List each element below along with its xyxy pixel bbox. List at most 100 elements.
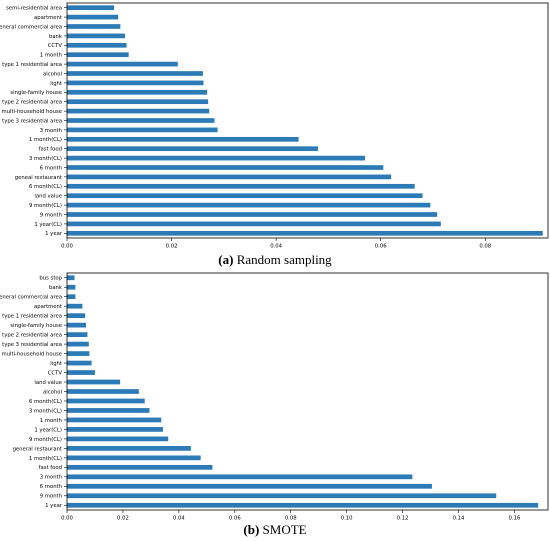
y-tick-label: bus stop xyxy=(39,276,62,282)
bar xyxy=(67,483,432,489)
y-tick-label: 1 month(CL) xyxy=(29,456,62,462)
y-tick-label: type 2 residential area xyxy=(2,333,62,339)
y-tick-label: apartment xyxy=(34,15,62,21)
bar xyxy=(67,351,90,356)
bar xyxy=(67,42,127,48)
y-tick-label: alcohol xyxy=(43,389,62,395)
y-tick-label: alcohol xyxy=(43,71,62,77)
y-tick-label: fast food xyxy=(39,147,62,153)
y-tick-label: 9 month xyxy=(40,494,62,500)
y-tick-label: 9 month(CL) xyxy=(29,203,62,209)
x-tick-label: 0.00 xyxy=(61,244,73,250)
bar xyxy=(67,417,162,423)
bar xyxy=(67,230,543,236)
bar xyxy=(67,5,115,11)
y-tick-label: single-family house xyxy=(10,323,62,329)
y-tick-label: single-family house xyxy=(10,90,62,96)
caption-smote: (b) SMOTE xyxy=(243,522,306,537)
bar xyxy=(67,99,209,105)
y-tick-label: CCTV xyxy=(48,370,63,376)
x-tick-label: 0.16 xyxy=(509,516,521,522)
y-tick-label: multi-household house xyxy=(1,109,62,115)
y-tick-label: 1 month xyxy=(40,53,62,59)
y-tick-label: land value xyxy=(34,380,62,386)
bar xyxy=(67,455,201,461)
bar xyxy=(67,303,83,309)
bar xyxy=(67,61,178,67)
bar xyxy=(67,89,208,95)
bar xyxy=(67,446,191,451)
bar xyxy=(67,284,76,290)
y-tick-label: semi-residential area xyxy=(6,6,62,12)
bar xyxy=(67,174,392,180)
y-tick-label: type 2 residential area xyxy=(2,100,62,106)
bar xyxy=(67,493,497,499)
y-tick-label: 6 month(CL) xyxy=(29,184,62,190)
x-tick-label: 0.14 xyxy=(453,516,465,522)
bar xyxy=(67,212,438,217)
plot-frame xyxy=(66,2,549,239)
y-tick-label: fast food xyxy=(39,465,62,471)
y-tick-label: 9 month(CL) xyxy=(29,437,62,443)
caption-text: SMOTE xyxy=(259,522,306,537)
x-tick-label: 0.08 xyxy=(479,244,491,250)
x-tick-label: 0.06 xyxy=(375,244,387,250)
bar xyxy=(67,436,169,442)
bar xyxy=(67,221,441,227)
caption-letter: (b) xyxy=(243,522,259,537)
y-tick-label: 9 month xyxy=(40,212,62,218)
y-tick-label: general commercial area xyxy=(0,24,62,30)
bar xyxy=(67,370,95,375)
y-tick-label: light xyxy=(50,81,62,87)
y-tick-label: geneal restaurant xyxy=(15,175,62,181)
y-tick-label: general restaurant xyxy=(13,446,62,452)
bar xyxy=(67,52,129,58)
bar xyxy=(67,193,423,199)
x-tick-label: 0.02 xyxy=(166,244,178,250)
chart-smote: 1 year 9 month 6 month 3 month fast food 1 mo… xyxy=(0,272,549,522)
y-tick-label: light xyxy=(50,361,62,367)
y-tick-label: type 3 residential area xyxy=(2,118,62,124)
x-tick-label: 0.04 xyxy=(173,516,185,522)
y-tick-label: 3 month xyxy=(40,128,62,134)
bar xyxy=(67,427,163,432)
bar xyxy=(67,398,145,404)
bar xyxy=(67,165,384,170)
y-tick-label: bank xyxy=(49,34,63,40)
bar xyxy=(67,108,210,114)
y-tick-label: multi-household house xyxy=(1,351,62,357)
chart-random-sampling: 1 year 1 year(CL) 9 month 9 month(CL) land v… xyxy=(0,2,549,250)
y-tick-label: 1 year(CL) xyxy=(34,427,62,433)
bar xyxy=(67,379,121,385)
bar xyxy=(67,313,86,319)
bar xyxy=(67,146,318,152)
bar xyxy=(67,71,203,76)
x-tick-label: 0.04 xyxy=(270,244,282,250)
x-tick-label: 0.12 xyxy=(397,516,409,522)
bar xyxy=(67,474,413,480)
bar xyxy=(67,118,215,123)
y-tick-label: 3 month(CL) xyxy=(29,156,62,162)
plot-frame xyxy=(66,272,549,511)
bar xyxy=(67,24,121,29)
y-tick-label: 1 month(CL) xyxy=(29,137,62,143)
y-tick-label: land value xyxy=(34,194,62,200)
bar xyxy=(67,408,150,413)
caption-letter: (a) xyxy=(218,252,233,267)
x-tick-label: 0.00 xyxy=(61,516,73,522)
caption-random-sampling: (a) Random sampling xyxy=(218,252,332,267)
caption-text: Random sampling xyxy=(233,252,332,267)
bar xyxy=(67,464,213,470)
bar xyxy=(67,294,76,300)
y-tick-label: 6 month(CL) xyxy=(29,399,62,405)
y-tick-label: type 1 residential area xyxy=(2,62,62,68)
bar xyxy=(67,33,126,39)
x-tick-label: 0.08 xyxy=(285,516,297,522)
bar xyxy=(67,360,92,366)
bar xyxy=(67,275,75,281)
bar xyxy=(67,322,87,328)
y-tick-label: 3 month xyxy=(40,475,62,481)
y-tick-label: 1 month xyxy=(40,418,62,424)
x-tick-label: 0.02 xyxy=(117,516,129,522)
